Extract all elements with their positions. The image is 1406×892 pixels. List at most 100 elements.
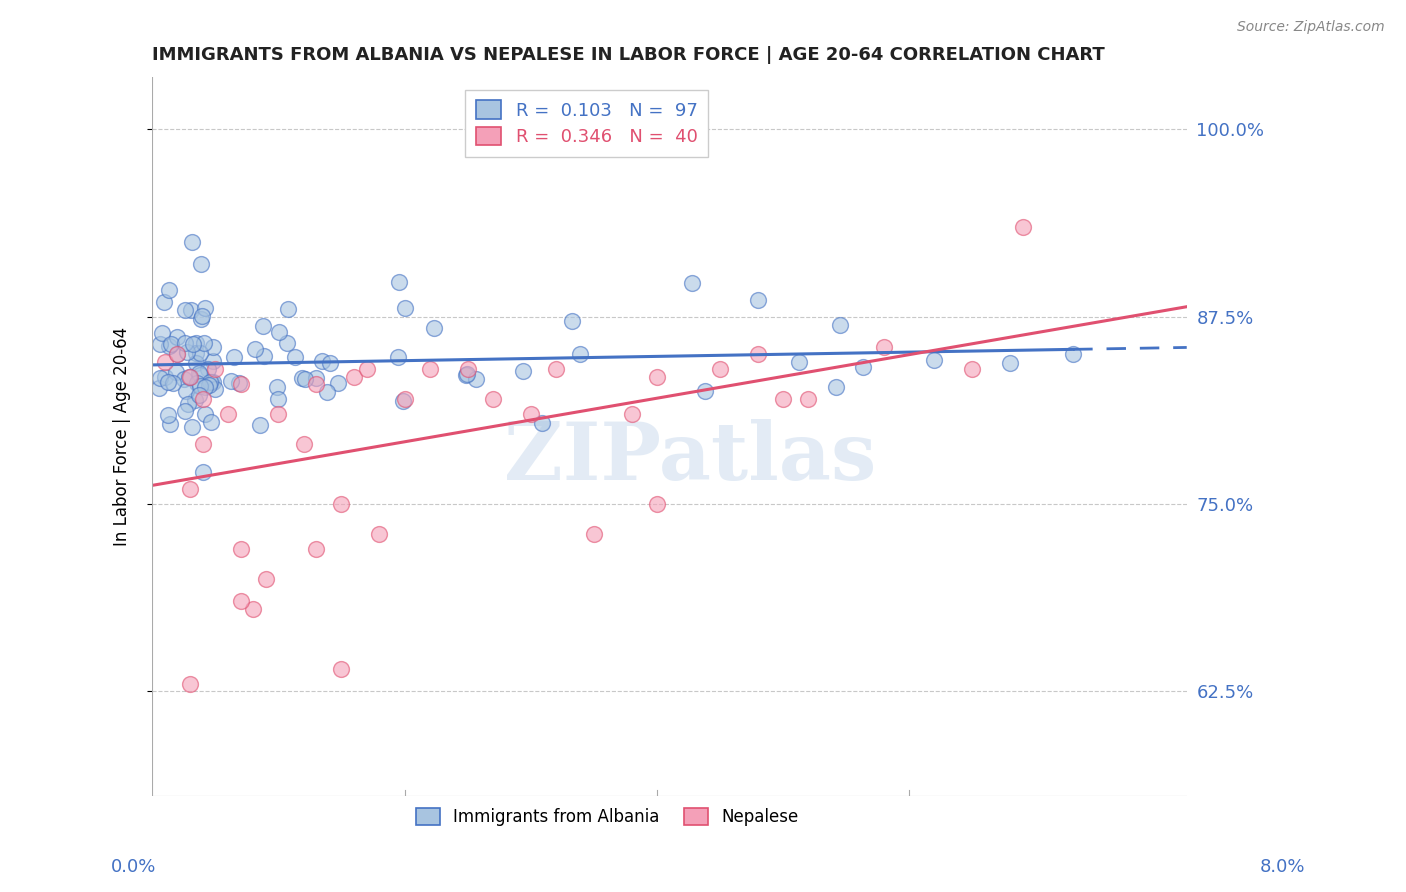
Point (330, 662, 353, 676)
Point (709, 362, 731, 376)
Point (519, 407, 541, 421)
Point (291, 371, 314, 385)
Point (157, 339, 180, 353)
Point (243, 342, 266, 356)
Point (266, 379, 288, 393)
Point (456, 367, 478, 381)
Point (305, 377, 328, 392)
Point (174, 404, 197, 418)
Point (219, 374, 242, 388)
Point (267, 392, 290, 406)
Point (177, 369, 200, 384)
Point (204, 382, 226, 396)
Point (747, 293, 769, 308)
Point (830, 318, 852, 332)
Point (198, 375, 221, 389)
Point (202, 354, 225, 368)
Point (294, 371, 316, 385)
Point (343, 369, 366, 384)
Point (198, 377, 221, 392)
Point (148, 381, 170, 395)
Point (184, 346, 207, 360)
Point (179, 676, 201, 690)
Point (561, 314, 583, 328)
Point (186, 376, 208, 391)
Point (852, 359, 875, 374)
Point (180, 303, 202, 318)
Point (193, 466, 215, 480)
Point (173, 336, 195, 351)
Point (187, 388, 209, 402)
Point (645, 497, 668, 511)
Point (292, 437, 315, 451)
Point (177, 397, 200, 411)
Point (1062, 347, 1084, 361)
Point (252, 319, 274, 334)
Point (202, 340, 225, 354)
Point (456, 368, 478, 383)
Point (229, 377, 252, 392)
Point (356, 362, 378, 376)
Point (191, 392, 214, 406)
Point (747, 347, 769, 361)
Point (319, 356, 342, 370)
Point (193, 407, 215, 421)
Point (419, 362, 441, 376)
Point (368, 527, 391, 541)
Point (582, 527, 605, 541)
Point (569, 347, 592, 361)
Point (253, 350, 276, 364)
Point (157, 376, 180, 390)
Point (188, 367, 211, 381)
Point (194, 380, 217, 394)
Point (482, 392, 505, 406)
Point (873, 340, 896, 354)
Y-axis label: In Labor Force | Age 20-64: In Labor Force | Age 20-64 (114, 327, 131, 546)
Point (305, 541, 328, 556)
Point (284, 350, 307, 364)
Point (392, 393, 415, 408)
Point (181, 336, 204, 351)
Point (242, 602, 264, 616)
Point (326, 376, 349, 390)
Point (512, 364, 534, 378)
Point (193, 336, 215, 351)
Point (149, 336, 172, 351)
Point (998, 356, 1021, 370)
Point (249, 417, 271, 432)
Point (190, 312, 212, 326)
Text: Source: ZipAtlas.com: Source: ZipAtlas.com (1237, 20, 1385, 34)
Point (423, 321, 446, 335)
Point (254, 572, 277, 586)
Point (188, 379, 211, 393)
Point (787, 354, 810, 368)
Point (825, 379, 848, 393)
Point (229, 594, 252, 608)
Point (157, 283, 180, 297)
Point (202, 375, 225, 389)
Point (179, 482, 201, 496)
Point (228, 376, 250, 390)
Point (388, 275, 411, 289)
Point (160, 337, 183, 351)
Point (184, 356, 207, 370)
Point (200, 376, 222, 390)
Point (184, 336, 207, 351)
Point (174, 302, 197, 317)
Point (166, 347, 188, 361)
Point (330, 497, 353, 511)
Point (166, 330, 188, 344)
Point (173, 372, 195, 386)
Point (153, 294, 176, 309)
Legend: Immigrants from Albania, Nepalese: Immigrants from Albania, Nepalese (408, 799, 807, 835)
Point (197, 362, 219, 376)
Point (165, 365, 187, 379)
Point (204, 362, 226, 376)
Point (962, 362, 984, 376)
Point (544, 362, 567, 376)
Point (157, 408, 180, 422)
Point (267, 326, 290, 340)
Point (153, 370, 176, 384)
Point (200, 415, 222, 429)
Point (620, 407, 643, 421)
